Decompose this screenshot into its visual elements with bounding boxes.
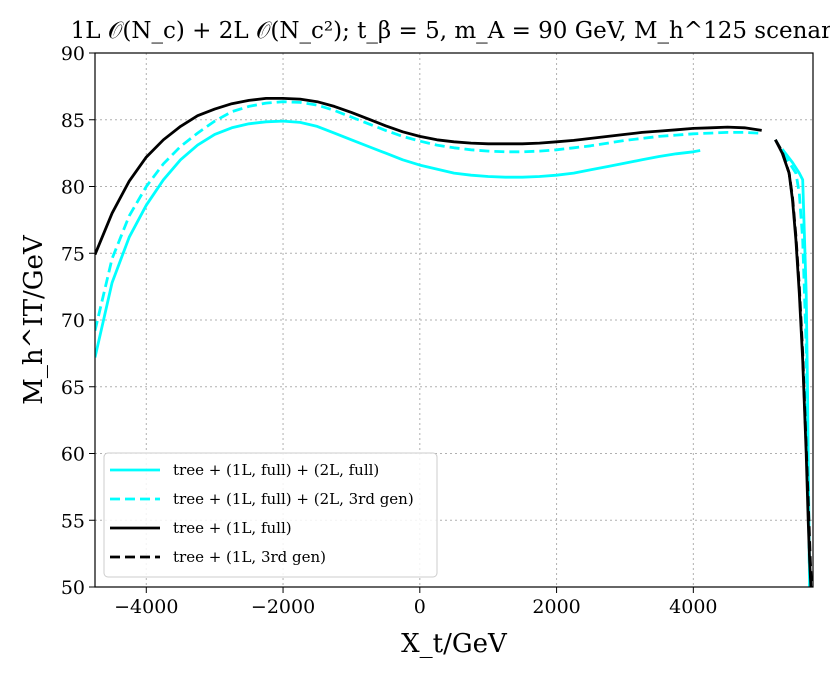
y-tick-label: 90 <box>61 43 85 65</box>
legend-label-4: tree + (1L, 3rd gen) <box>173 548 326 566</box>
series-line-3 <box>95 97 762 256</box>
series-layer <box>95 97 813 587</box>
series-line-1 <box>95 119 701 358</box>
y-tick-label: 85 <box>61 110 85 132</box>
legend: tree + (1L, full) + (2L, full) tree + (1L… <box>103 452 438 578</box>
x-tick-label: 4000 <box>669 596 717 618</box>
y-tick-label: 55 <box>61 510 85 532</box>
y-tick-label: 70 <box>61 310 85 332</box>
legend-label-3: tree + (1L, full) <box>173 519 292 537</box>
x-tick-label: −2000 <box>251 596 315 618</box>
legend-label-1: tree + (1L, full) + (2L, full) <box>173 461 379 479</box>
series-line-2 <box>95 100 759 332</box>
ticks: −4000 −2000 0 2000 4000 50 55 60 65 70 75 80 85 90 <box>61 43 718 618</box>
y-tick-label: 75 <box>61 243 85 265</box>
y-tick-label: 80 <box>61 177 85 199</box>
chart-title: 1L 𝒪(N_c) + 2L 𝒪(N_c²); t_β = 5, m_A = 9… <box>71 18 830 44</box>
legend-box <box>103 452 438 578</box>
legend-label-2: tree + (1L, full) + (2L, 3rd gen) <box>173 490 414 508</box>
x-axis-label: X_t/GeV <box>401 629 508 659</box>
x-tick-label: −4000 <box>114 596 178 618</box>
y-tick-label: 50 <box>61 577 85 599</box>
y-axis-label: M_h^IT/GeV <box>19 234 49 405</box>
y-tick-label: 65 <box>61 377 85 399</box>
x-tick-label: 0 <box>414 596 426 618</box>
series-line-4 <box>774 139 813 587</box>
x-tick-label: 2000 <box>532 596 580 618</box>
y-tick-label: 60 <box>61 444 85 466</box>
